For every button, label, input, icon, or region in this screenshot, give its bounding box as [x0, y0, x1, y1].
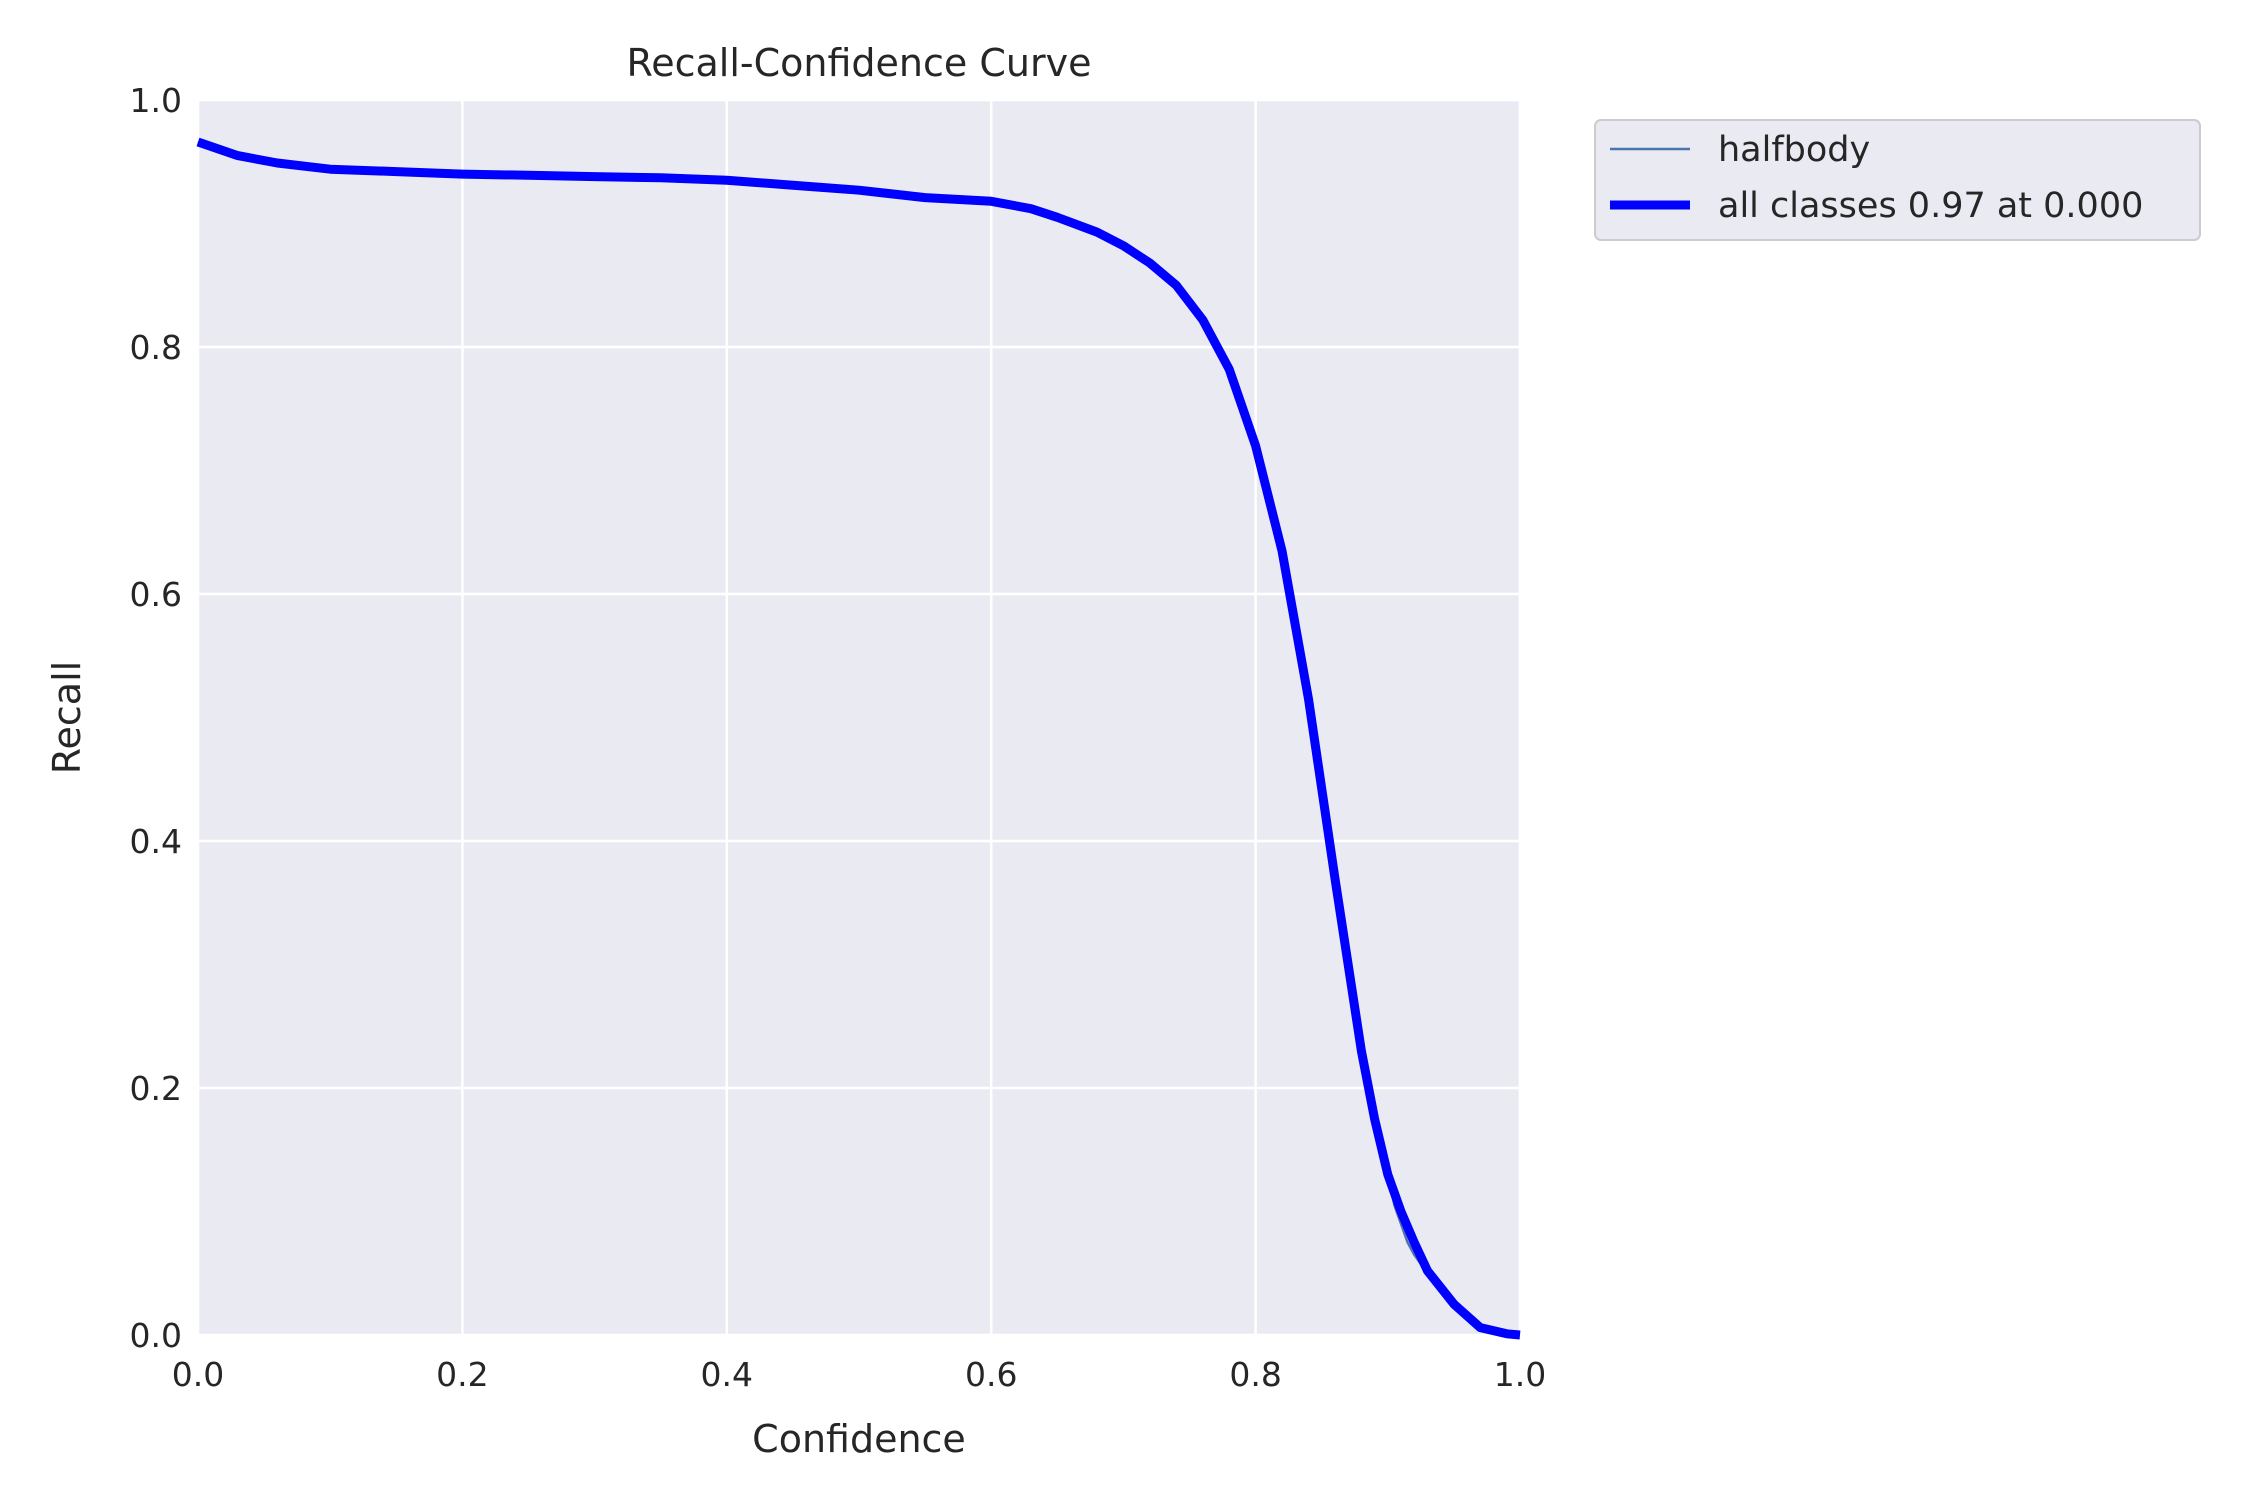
gridlines — [196, 98, 1522, 1337]
y-tick-label: 1.0 — [130, 81, 182, 120]
y-tick-label: 0.6 — [130, 575, 182, 614]
y-tick-label: 0.4 — [130, 822, 182, 861]
y-axis-ticks: 0.0 0.2 0.4 0.6 0.8 1.0 — [130, 81, 182, 1355]
y-tick-label: 0.8 — [130, 328, 182, 367]
chart-title: Recall-Confidence Curve — [627, 41, 1092, 85]
legend-label-halfbody: halfbody — [1718, 130, 1870, 170]
x-tick-label: 0.2 — [436, 1355, 488, 1394]
x-tick-label: 0.6 — [965, 1355, 1017, 1394]
legend-label-all-classes: all classes 0.97 at 0.000 — [1718, 186, 2143, 226]
series-line-all-classes — [196, 137, 1521, 1340]
x-tick-label: 0.8 — [1229, 1355, 1281, 1394]
y-tick-label: 0.2 — [130, 1069, 182, 1108]
series-lines — [196, 137, 1521, 1340]
y-axis-label: Recall — [45, 661, 89, 774]
legend-box — [1594, 119, 2201, 241]
x-tick-label: 0.4 — [701, 1355, 753, 1394]
x-tick-label: 1.0 — [1494, 1355, 1546, 1394]
y-tick-label: 0.0 — [130, 1316, 182, 1355]
legend: halfbody all classes 0.97 at 0.000 — [1594, 119, 2201, 241]
x-axis-label: Confidence — [752, 1417, 966, 1461]
x-axis-ticks: 0.0 0.2 0.4 0.6 0.8 1.0 — [172, 1355, 1546, 1394]
x-tick-label: 0.0 — [172, 1355, 224, 1394]
plot-area — [198, 100, 1520, 1335]
